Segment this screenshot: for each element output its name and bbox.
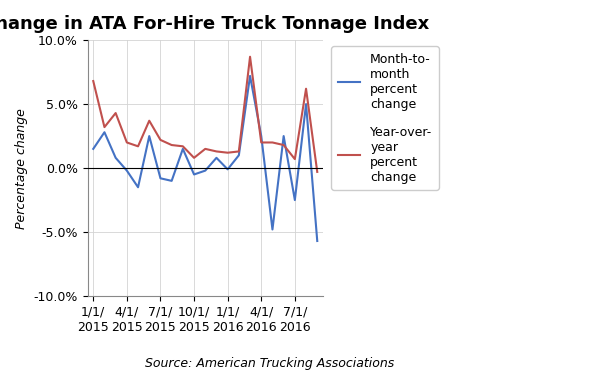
Year-over-
year
percent
change: [157, 138, 164, 142]
Month-to-
month
percent
change: [202, 168, 209, 173]
Legend: Month-to-
month
percent
change, Year-over-
year
percent
change: Month-to- month percent change, Year-ove…: [331, 46, 439, 190]
Month-to-
month
percent
change: [179, 147, 187, 151]
Y-axis label: Percentage change: Percentage change: [15, 108, 28, 229]
Month-to-
month
percent
change: [89, 147, 97, 151]
Year-over-
year
percent
change: [179, 144, 187, 148]
Year-over-
year
percent
change: [247, 55, 254, 59]
Month-to-
month
percent
change: [247, 74, 254, 78]
Month-to-
month
percent
change: [168, 178, 175, 183]
Month-to-
month
percent
change: [224, 167, 231, 171]
Month-to-
month
percent
change: [235, 153, 242, 158]
Year-over-
year
percent
change: [202, 147, 209, 151]
Year-over-
year
percent
change: [257, 140, 265, 145]
Month-to-
month
percent
change: [302, 102, 310, 106]
Year-over-
year
percent
change: [190, 155, 197, 160]
Year-over-
year
percent
change: [291, 157, 298, 161]
Month-to-
month
percent
change: [134, 185, 142, 190]
Year-over-
year
percent
change: [112, 111, 119, 115]
Month-to-
month
percent
change: [112, 155, 119, 160]
Month-to-
month
percent
change: [213, 155, 220, 160]
Line: Year-over-
year
percent
change: Year-over- year percent change: [93, 57, 317, 172]
Month-to-
month
percent
change: [101, 130, 108, 134]
Month-to-
month
percent
change: [157, 176, 164, 181]
Year-over-
year
percent
change: [101, 125, 108, 129]
Year-over-
year
percent
change: [314, 170, 321, 174]
Month-to-
month
percent
change: [146, 134, 153, 138]
Text: Source: American Trucking Associations: Source: American Trucking Associations: [145, 357, 395, 370]
Month-to-
month
percent
change: [280, 134, 287, 138]
Year-over-
year
percent
change: [134, 144, 142, 148]
Year-over-
year
percent
change: [168, 143, 175, 147]
Month-to-
month
percent
change: [190, 172, 197, 177]
Month-to-
month
percent
change: [291, 198, 298, 202]
Year-over-
year
percent
change: [146, 118, 153, 123]
Year-over-
year
percent
change: [302, 86, 310, 91]
Year-over-
year
percent
change: [123, 140, 130, 145]
Line: Month-to-
month
percent
change: Month-to- month percent change: [93, 76, 317, 241]
Month-to-
month
percent
change: [123, 168, 130, 173]
Year-over-
year
percent
change: [235, 149, 242, 154]
Year-over-
year
percent
change: [269, 140, 276, 145]
Year-over-
year
percent
change: [280, 143, 287, 147]
Title: Change in ATA For-Hire Truck Tonnage Index: Change in ATA For-Hire Truck Tonnage Ind…: [0, 15, 429, 33]
Month-to-
month
percent
change: [269, 227, 276, 232]
Month-to-
month
percent
change: [257, 134, 265, 138]
Month-to-
month
percent
change: [314, 239, 321, 243]
Year-over-
year
percent
change: [89, 79, 97, 83]
Year-over-
year
percent
change: [224, 151, 231, 155]
Year-over-
year
percent
change: [213, 149, 220, 154]
